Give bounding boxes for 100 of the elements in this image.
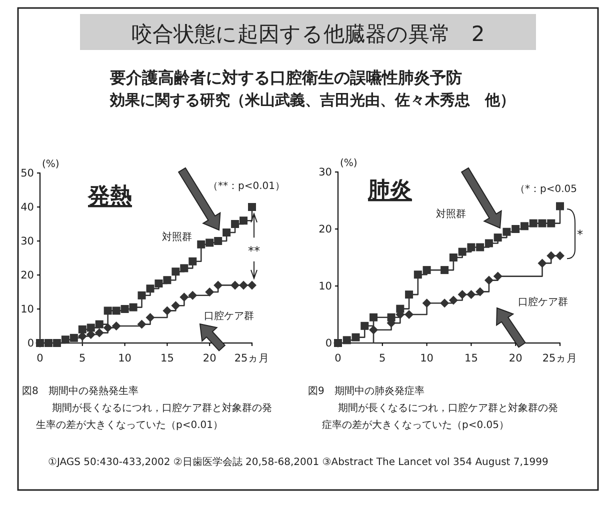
point bbox=[476, 287, 485, 296]
point bbox=[520, 222, 528, 230]
point bbox=[112, 306, 120, 315]
point bbox=[458, 248, 466, 256]
y-tick-label: 10 bbox=[20, 303, 34, 316]
point bbox=[369, 325, 378, 334]
point bbox=[138, 291, 146, 300]
point bbox=[449, 254, 458, 262]
point bbox=[404, 310, 414, 319]
point bbox=[466, 290, 476, 300]
text: 要介護高齢者に対する口腔衛生の誤嚥性肺炎予防効果に関する研究（米山武義、吉田光由、佐々木秀忠 他） bbox=[109, 68, 515, 109]
point bbox=[78, 325, 86, 334]
text: 期間が長くなるにつれ，口腔ケア群と対象群の発生率の差が大きくなっていた（p<0.01） bbox=[36, 402, 272, 431]
point bbox=[248, 203, 256, 211]
point bbox=[239, 280, 248, 290]
y-axis-title: (%) bbox=[340, 158, 358, 169]
point bbox=[197, 240, 206, 248]
point bbox=[171, 301, 180, 310]
x-tick-label: 10 bbox=[118, 352, 132, 365]
point bbox=[414, 270, 422, 279]
point bbox=[103, 323, 112, 332]
point bbox=[129, 303, 138, 312]
point bbox=[484, 239, 493, 248]
point bbox=[70, 334, 78, 342]
point bbox=[163, 276, 172, 284]
point bbox=[440, 266, 449, 274]
point bbox=[172, 268, 180, 276]
point bbox=[94, 328, 104, 338]
y-tick-label: 20 bbox=[318, 223, 332, 236]
point bbox=[448, 296, 458, 305]
x-tick-label: 0 bbox=[36, 352, 44, 365]
point bbox=[248, 280, 256, 290]
text: ①JAGS 50:430-433,2002 ②日歯医学会誌 20,58-68,2001 ③Abstract The Lancet vol 354 August 7,1999 bbox=[48, 456, 548, 468]
point bbox=[502, 228, 511, 236]
point bbox=[240, 216, 248, 225]
point bbox=[529, 219, 538, 228]
point bbox=[231, 220, 240, 228]
point bbox=[120, 305, 129, 313]
point bbox=[188, 257, 197, 266]
point bbox=[538, 258, 547, 268]
y-tick-label: 40 bbox=[20, 201, 34, 214]
point bbox=[422, 266, 431, 274]
point bbox=[146, 284, 154, 293]
point bbox=[146, 313, 155, 322]
point bbox=[467, 243, 476, 252]
y-tick-label: 30 bbox=[20, 235, 34, 248]
y-tick-label: 50 bbox=[20, 167, 34, 180]
point bbox=[214, 280, 223, 290]
series-label: 対照群 bbox=[162, 231, 192, 243]
point bbox=[458, 290, 467, 300]
point bbox=[206, 238, 214, 247]
x-tick-label: 0 bbox=[334, 352, 342, 365]
point bbox=[370, 313, 378, 322]
point bbox=[494, 234, 502, 242]
point bbox=[405, 290, 414, 299]
text: 対照群 bbox=[436, 208, 466, 220]
point bbox=[538, 219, 546, 228]
point bbox=[104, 306, 112, 315]
y-axis-title: (%) bbox=[42, 159, 60, 170]
annotation: （*：p<0.05 bbox=[515, 184, 577, 195]
point bbox=[154, 280, 163, 288]
x-tick-label: 25ヵ月 bbox=[234, 352, 270, 365]
point bbox=[440, 298, 450, 308]
annotation: 発熱 bbox=[87, 184, 132, 209]
point bbox=[180, 264, 188, 272]
x-tick-label: 5 bbox=[79, 352, 86, 365]
point bbox=[556, 251, 564, 260]
point bbox=[493, 272, 502, 281]
y-tick-label: 0 bbox=[325, 337, 332, 350]
caption: 図8 期間中の発熱発生率 bbox=[22, 385, 138, 397]
point bbox=[476, 243, 484, 252]
caption: 図9 期間中の肺炎発症率 bbox=[308, 385, 424, 397]
point bbox=[162, 306, 172, 316]
x-tick-label: 25ヵ月 bbox=[542, 352, 578, 365]
point bbox=[484, 276, 494, 285]
point bbox=[556, 202, 564, 210]
point bbox=[180, 292, 189, 302]
point bbox=[360, 322, 369, 330]
point bbox=[214, 237, 222, 245]
x-tick-label: 15 bbox=[464, 352, 478, 365]
point bbox=[137, 320, 146, 329]
point bbox=[422, 298, 432, 308]
annotation: ** bbox=[248, 244, 260, 258]
series-label: 口腔ケア群 bbox=[204, 310, 254, 322]
point bbox=[230, 280, 240, 290]
y-tick-label: 10 bbox=[318, 280, 332, 292]
x-tick-label: 5 bbox=[379, 352, 386, 365]
point bbox=[86, 324, 95, 332]
point bbox=[188, 290, 198, 300]
point bbox=[547, 219, 556, 228]
text: 咬合状態に起因する他臓器の異常 2 bbox=[131, 22, 485, 46]
y-tick-label: 20 bbox=[20, 269, 34, 282]
y-tick-label: 0 bbox=[27, 337, 34, 350]
x-tick-label: 10 bbox=[420, 352, 434, 365]
point bbox=[222, 228, 231, 236]
y-tick-label: 30 bbox=[318, 166, 332, 178]
x-tick-label: 20 bbox=[202, 352, 216, 365]
chart-title: 肺炎 bbox=[367, 178, 412, 203]
text: 口腔ケア群 bbox=[518, 296, 568, 308]
text: 期間が長くなるにつれ，口腔ケア群と対象群の発症率の差が大きくなっていた（p<0.05） bbox=[322, 402, 558, 431]
